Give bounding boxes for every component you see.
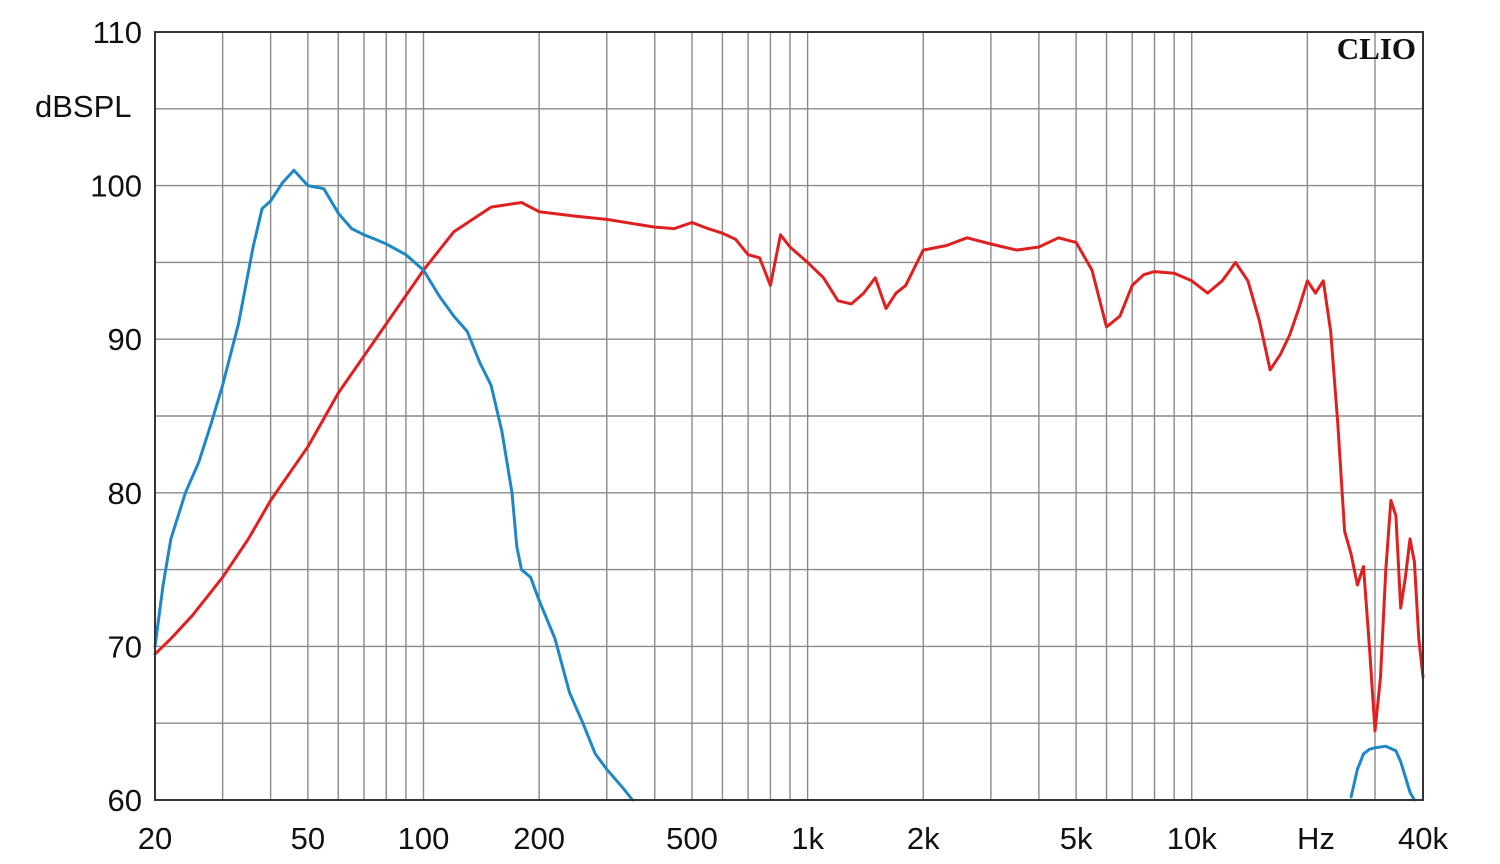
x-tick-label: 200 [513,821,565,856]
x-tick-label: 2k [907,821,940,856]
y-tick-label: 100 [90,169,142,204]
curves [153,168,1425,802]
y-tick-label: 60 [108,783,142,818]
y-tick-label: 70 [108,629,142,664]
x-tick-label: 5k [1060,821,1093,856]
y-tick-label: 80 [108,476,142,511]
brand-logo: CLIO [1337,31,1416,66]
x-tick-label: 1k [791,821,824,856]
plot-frame [154,31,1424,801]
x-axis-label: Hz [1297,821,1335,856]
x-tick-label: 10k [1167,821,1217,856]
x-tick-label: 500 [666,821,718,856]
x-tick-label: 20 [138,821,172,856]
x-tick-label: 100 [398,821,450,856]
series-line-1 [153,201,1425,733]
grid [155,32,1423,800]
x-tick-label: 40k [1398,821,1448,856]
y-tick-label: 110 [93,15,142,50]
series-line-2 [153,168,634,802]
y-tick-label: 90 [108,322,142,357]
x-tick-label: 50 [291,821,325,856]
series-line-3 [1349,744,1416,802]
y-axis-label: dBSPL [35,89,132,124]
